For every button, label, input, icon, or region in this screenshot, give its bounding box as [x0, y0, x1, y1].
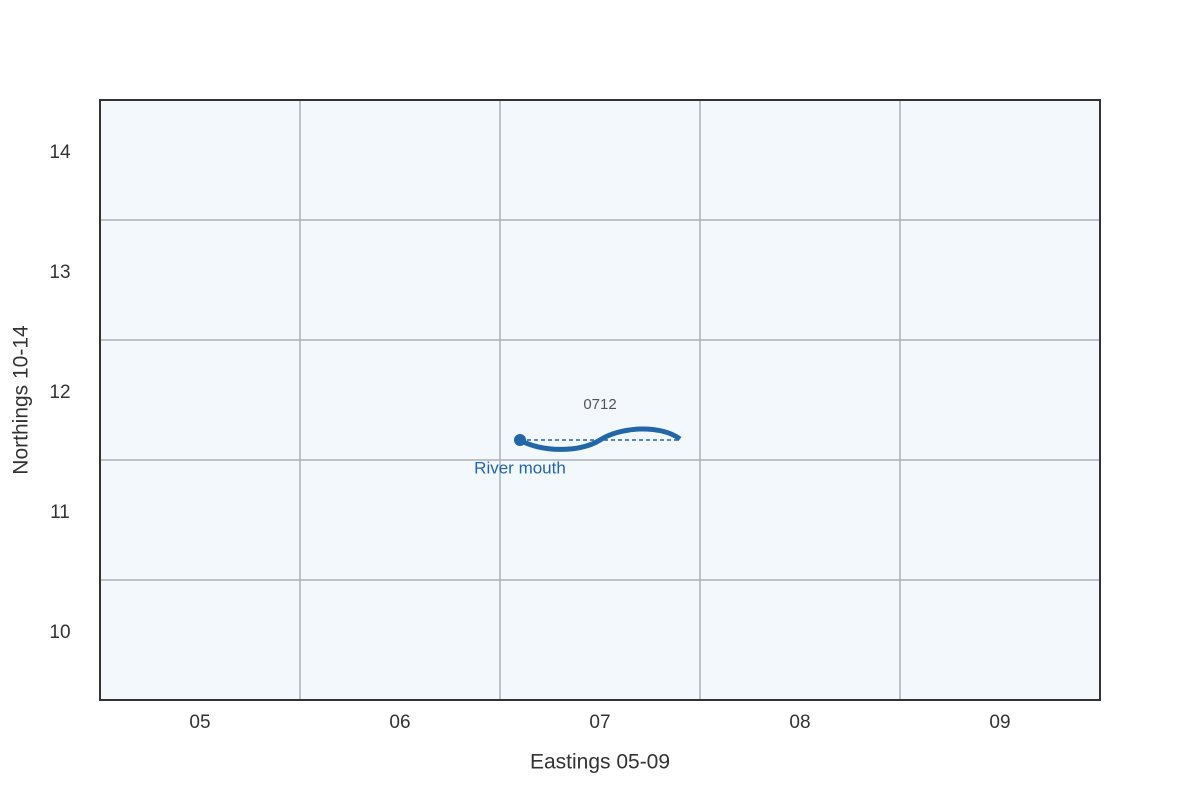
river [518, 426, 682, 452]
easting-label: 07 [589, 712, 610, 733]
easting-label: 06 [389, 712, 410, 733]
northing-label: 12 [49, 382, 70, 403]
map-frame [99, 99, 1101, 701]
map-area [100, 100, 1100, 700]
northing-label: 10 [49, 622, 70, 643]
y-axis-label: Northings 10-14 [10, 325, 33, 475]
northing-label: 11 [50, 502, 70, 523]
easting-label: 08 [789, 712, 810, 733]
feature-label: River mouth [474, 458, 566, 477]
northing-label: 14 [49, 142, 71, 163]
easting-label: 09 [989, 712, 1010, 733]
river-mouth-point [514, 434, 526, 446]
x-axis-label: Eastings 05-09 [530, 751, 670, 774]
grid [100, 100, 1100, 700]
easting-label: 05 [189, 712, 210, 733]
grid-square-label: 0712 [583, 396, 616, 413]
northing-label: 13 [49, 262, 70, 283]
